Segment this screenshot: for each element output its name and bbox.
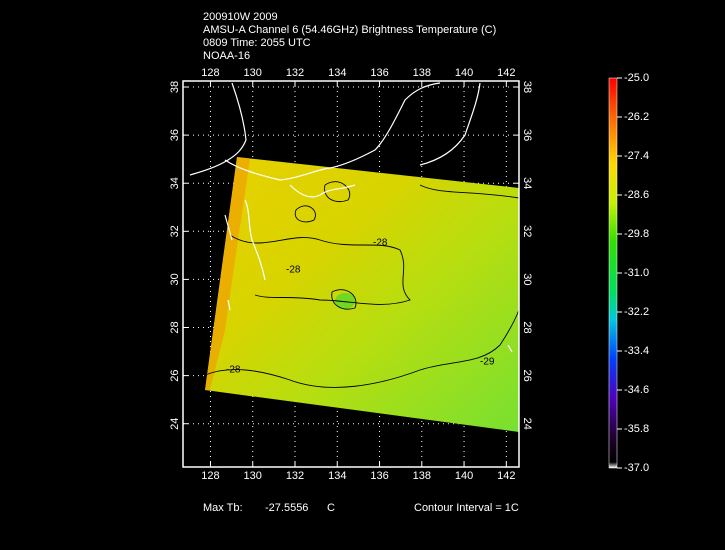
x-tick-label: 130 bbox=[244, 470, 262, 482]
colorbar-tick-label: -25.0 bbox=[624, 72, 649, 84]
y-tick-label: 26 bbox=[521, 369, 533, 381]
contours: -28 -28 -28 -29 bbox=[204, 181, 520, 388]
colorbar-tick-label: -35.8 bbox=[624, 423, 649, 435]
x-tick-label: 138 bbox=[413, 470, 431, 482]
y-tick-label: 24 bbox=[521, 418, 533, 430]
contour-line bbox=[324, 181, 351, 203]
coastline bbox=[189, 82, 247, 176]
y-tick-label: 32 bbox=[521, 225, 533, 237]
y-tick-label: 38 bbox=[521, 81, 533, 93]
coastline bbox=[419, 82, 481, 166]
x-tick-label: 134 bbox=[328, 67, 346, 79]
colorbar-tick-label: -31.0 bbox=[624, 267, 649, 279]
y-tick-label: 30 bbox=[521, 273, 533, 285]
x-tick-label: 136 bbox=[370, 67, 388, 79]
title-line: 0809 Time: 2055 UTC bbox=[203, 37, 311, 49]
coastlines bbox=[189, 82, 513, 353]
y-tick-label: 28 bbox=[169, 321, 181, 333]
x-tick-label: 130 bbox=[244, 67, 262, 79]
x-tick-label: 138 bbox=[413, 67, 431, 79]
header: 200910W 2009 AMSU-A Channel 6 (54.46GHz)… bbox=[203, 11, 496, 62]
contour-label: -28 bbox=[286, 265, 301, 276]
y-tick-label: 24 bbox=[169, 418, 181, 430]
colorbar-ticks: -25.0 -26.2 -27.4 -28.6 -29.8 -31.0 -32.2 -33.4… bbox=[617, 72, 649, 474]
colorbar-tick-label: -37.0 bbox=[624, 462, 649, 474]
contour-line bbox=[419, 184, 520, 199]
x-tick-label: 142 bbox=[497, 67, 515, 79]
footer: Max Tb: -27.5556 C Contour Interval = 1C bbox=[203, 502, 519, 514]
y-tick-label: 26 bbox=[169, 369, 181, 381]
max-value: -27.5556 bbox=[265, 502, 308, 514]
contour-interval: Contour Interval = 1C bbox=[414, 502, 519, 514]
contour-label: -29 bbox=[480, 357, 495, 368]
colorbar-tick-label: -32.2 bbox=[624, 306, 649, 318]
y-tick-label: 36 bbox=[521, 129, 533, 141]
x-tick-label: 128 bbox=[201, 470, 219, 482]
contour-line bbox=[204, 309, 520, 388]
contour-line bbox=[229, 234, 411, 305]
contour-line bbox=[294, 205, 316, 223]
x-tick-label: 136 bbox=[370, 470, 388, 482]
warm-edge bbox=[205, 157, 250, 390]
max-label: Max Tb: bbox=[203, 502, 243, 514]
x-tick-label: 132 bbox=[286, 470, 304, 482]
x-tick-label: 140 bbox=[455, 470, 473, 482]
colorbar-tick-label: -28.6 bbox=[624, 189, 649, 201]
colorbar-tick-label: -34.6 bbox=[624, 384, 649, 396]
contour-line bbox=[331, 289, 357, 310]
x-tick-label: 142 bbox=[497, 470, 515, 482]
colorbar-tick-label: -26.2 bbox=[624, 111, 649, 123]
colorbar-tick-label: -33.4 bbox=[624, 345, 649, 357]
coastline bbox=[244, 199, 266, 281]
y-tick-label: 36 bbox=[169, 129, 181, 141]
y-tick-label: 38 bbox=[169, 81, 181, 93]
data-swath bbox=[205, 157, 519, 432]
title-line: 200910W 2009 bbox=[203, 11, 278, 23]
y-tick-label: 34 bbox=[169, 177, 181, 189]
title-line: AMSU-A Channel 6 (54.46GHz) Brightness T… bbox=[203, 24, 496, 36]
x-tick-label: 128 bbox=[201, 67, 219, 79]
cool-spot bbox=[335, 293, 355, 309]
coastline bbox=[224, 214, 513, 353]
coastline bbox=[289, 184, 356, 198]
colorbar-tick-label: -27.4 bbox=[624, 150, 649, 162]
map-frame bbox=[182, 80, 520, 468]
x-tick-label: 134 bbox=[328, 470, 346, 482]
y-tick-label: 30 bbox=[169, 273, 181, 285]
coastline bbox=[224, 82, 441, 181]
contour-label: -28 bbox=[373, 238, 388, 249]
max-unit: C bbox=[327, 502, 335, 514]
y-tick-label: 34 bbox=[521, 177, 533, 189]
x-tick-label: 140 bbox=[455, 67, 473, 79]
y-tick-label: 28 bbox=[521, 321, 533, 333]
y-tick-label: 32 bbox=[169, 225, 181, 237]
colorbar-tick-label: -29.8 bbox=[624, 228, 649, 240]
colorbar bbox=[608, 77, 618, 469]
contour-label: -28 bbox=[226, 365, 241, 376]
x-tick-label: 132 bbox=[286, 67, 304, 79]
title-line: NOAA-16 bbox=[203, 50, 250, 62]
